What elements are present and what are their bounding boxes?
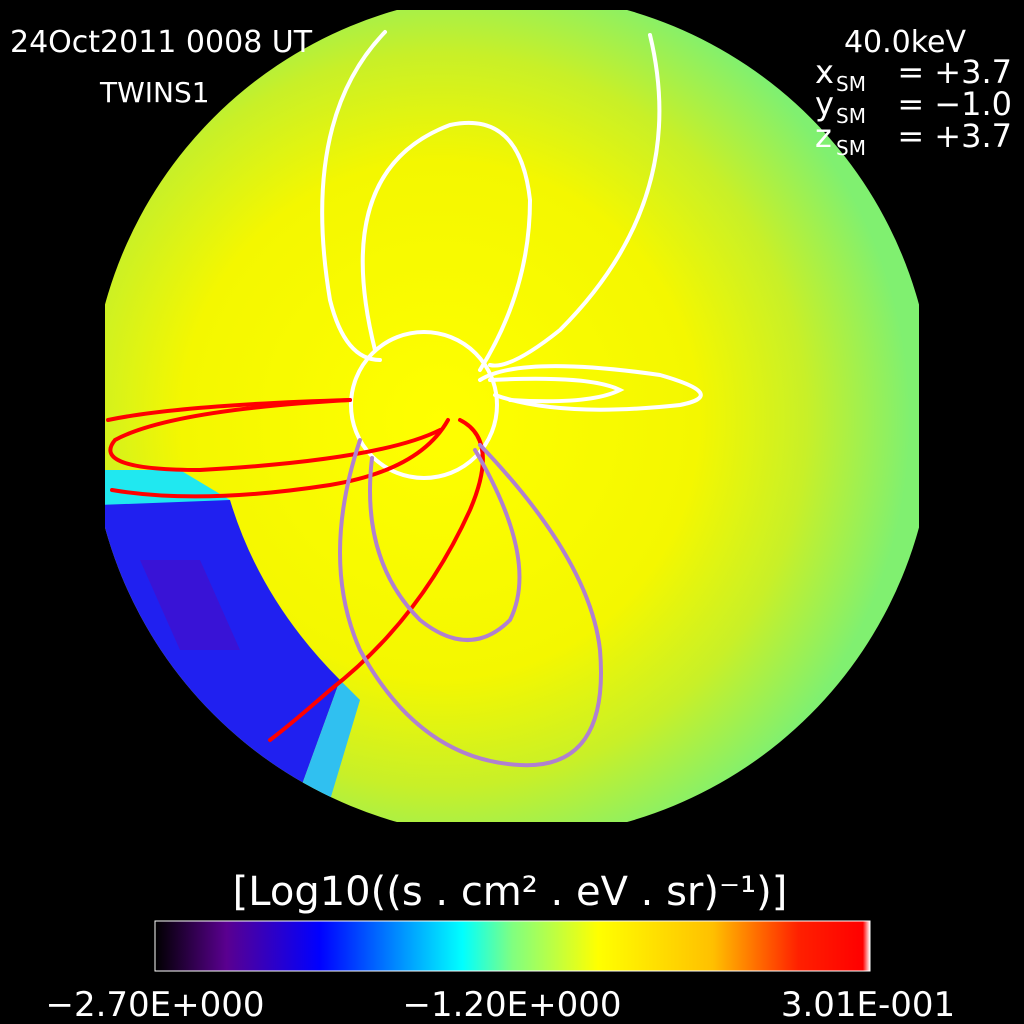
earth <box>349 330 499 480</box>
date-label: 24Oct2011 0008 UT <box>10 25 313 60</box>
spacecraft-label: TWINS1 <box>99 76 210 109</box>
disk <box>105 10 919 822</box>
position-var: y <box>815 85 834 123</box>
position-sub: SM <box>836 104 866 128</box>
position-var: x <box>815 53 834 91</box>
position-value: = +3.7 <box>897 53 1012 91</box>
position-sub: SM <box>836 136 866 160</box>
colorbar <box>154 920 871 972</box>
position-sub: SM <box>836 72 866 96</box>
field-lines <box>106 30 703 768</box>
colorbar-label: 3.01E-001 <box>781 985 955 1024</box>
energy-label: 40.0keV <box>844 25 967 60</box>
colorbar-label: −2.70E+000 <box>45 985 264 1024</box>
colorbar-title: [Log10((s . cm² . eV . sr)⁻¹)] <box>233 869 788 915</box>
position-block: x SM = +3.7y SM = −1.0z SM = +3.7 <box>815 53 1012 160</box>
position-var: z <box>815 117 832 155</box>
position-value: = −1.0 <box>897 85 1012 123</box>
colorbar-label: −1.20E+000 <box>402 985 621 1024</box>
position-value: = +3.7 <box>897 117 1012 155</box>
